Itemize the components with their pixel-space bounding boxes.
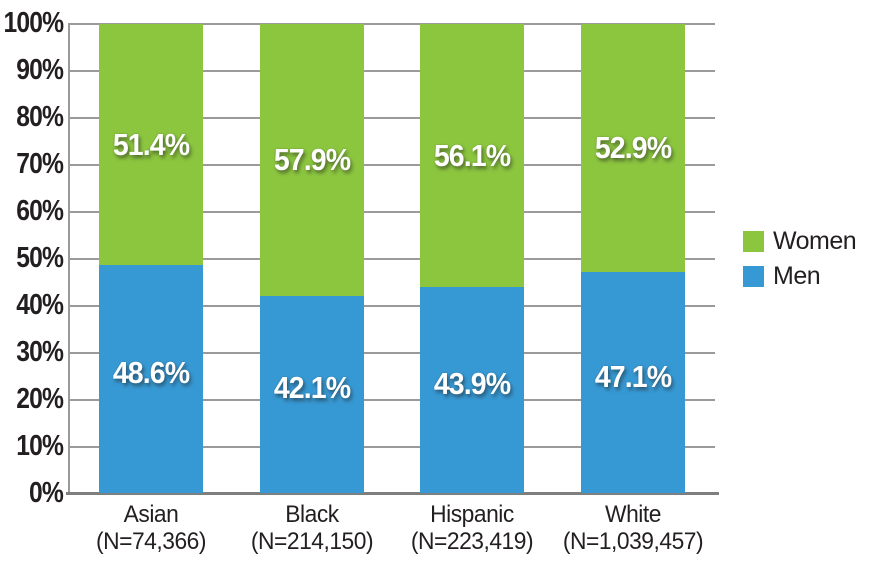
bar-value-women-white: 52.9% (594, 130, 671, 166)
category-label-white: White (N=1,039,457) (528, 501, 737, 555)
gridline (68, 23, 715, 25)
category-n-count: (N=1,039,457) (562, 528, 703, 555)
bar-asian-women-segment (99, 24, 203, 266)
y-axis-tick-label: 0% (29, 476, 64, 509)
bar-value-women-hispanic: 56.1% (433, 137, 511, 173)
y-axis-tick-label: 10% (16, 429, 64, 462)
x-axis-line (66, 492, 719, 495)
legend-swatch-women (743, 231, 764, 252)
gridline (68, 70, 715, 72)
gridline (68, 305, 715, 307)
bar-value-women-asian: 51.4% (112, 126, 190, 162)
category-label-hispanic: Hispanic (N=223,419) (368, 501, 577, 555)
legend-swatch-men (743, 266, 764, 287)
y-axis-tick-label: 30% (16, 335, 64, 368)
legend-item-men: Men (743, 262, 821, 291)
y-axis-tick-label: 60% (16, 194, 64, 227)
bar-asian-men-segment (99, 265, 203, 493)
y-axis-tick-label: 50% (16, 241, 64, 274)
bar-value-men-black: 42.1% (273, 370, 350, 406)
bar-black-men-segment (259, 295, 364, 493)
gridline (68, 164, 715, 166)
category-name: Asian (123, 501, 179, 528)
y-axis-line (68, 24, 70, 493)
y-axis-tick-label: 100% (3, 6, 63, 39)
y-axis-tick-label: 90% (16, 53, 64, 86)
y-axis-tick-label: 40% (16, 288, 64, 321)
legend-label-men: Men (773, 262, 821, 290)
category-label-black: Black (N=214,150) (207, 501, 416, 555)
category-name: Hispanic (430, 501, 514, 528)
category-n-count: (N=74,366) (96, 528, 206, 555)
legend-label-women: Women (773, 227, 857, 255)
bar-value-men-white: 47.1% (594, 358, 671, 394)
y-axis-tick-label: 70% (16, 147, 64, 180)
gridline (68, 258, 715, 260)
category-n-count: (N=214,150) (250, 528, 373, 555)
gridline (68, 352, 715, 354)
gridline (68, 117, 715, 119)
bar-hispanic-men-segment (420, 287, 524, 493)
bar-black-women-segment (259, 24, 364, 296)
y-axis-tick-label: 20% (16, 382, 64, 415)
gridline (68, 446, 715, 448)
bar-value-men-hispanic: 43.9% (433, 366, 511, 402)
bar-value-men-asian: 48.6% (112, 355, 190, 391)
bar-value-women-black: 57.9% (273, 141, 350, 177)
category-name: White (604, 501, 661, 528)
gridline (68, 211, 715, 213)
gridline (68, 399, 715, 401)
category-label-asian: Asian (N=74,366) (47, 501, 256, 555)
legend-item-women: Women (743, 227, 857, 256)
bar-white-women-segment (580, 24, 685, 273)
category-n-count: (N=223,419) (410, 528, 534, 555)
category-name: Black (284, 501, 339, 528)
bar-white-men-segment (580, 272, 685, 493)
bar-hispanic-women-segment (420, 24, 524, 288)
y-axis-tick-label: 80% (16, 100, 64, 133)
